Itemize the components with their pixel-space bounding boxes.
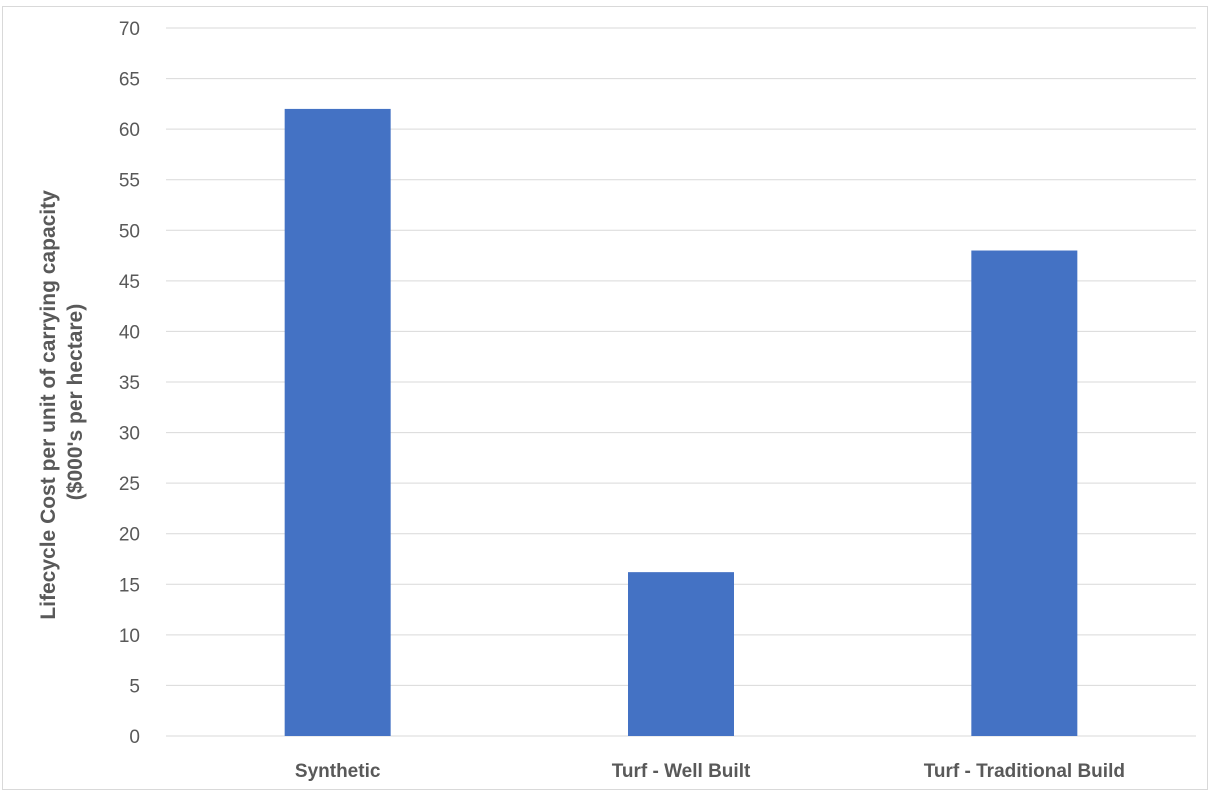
- y-axis-label: Lifecycle Cost per unit of carrying capa…: [37, 184, 87, 619]
- bar: [971, 250, 1078, 736]
- y-axis-label-line-2: ($000's per hectare): [64, 304, 87, 500]
- x-category-label: Turf - Traditional Build: [924, 761, 1125, 782]
- x-category-label: Synthetic: [295, 761, 381, 782]
- y-tick-label: 35: [119, 373, 140, 394]
- bars: [284, 108, 1078, 736]
- y-tick-label: 30: [119, 424, 140, 445]
- y-tick-label: 5: [129, 676, 140, 697]
- y-tick-label: 45: [119, 272, 140, 293]
- y-tick-label: 0: [129, 727, 140, 748]
- y-tick-label: 25: [119, 474, 140, 495]
- y-tick-label: 50: [119, 221, 140, 242]
- y-axis-label-line-1: Lifecycle Cost per unit of carrying capa…: [37, 190, 60, 620]
- y-tick-label: 70: [119, 19, 140, 40]
- x-category-label: Turf - Well Built: [612, 761, 751, 782]
- y-tick-label: 65: [119, 70, 140, 91]
- y-tick-label: 15: [119, 575, 140, 596]
- bar: [628, 572, 734, 736]
- y-axis-ticks: 0 5 10 15 20 25 30 35 40 45 50 55 60 65 70: [119, 19, 140, 748]
- y-tick-label: 10: [119, 626, 140, 647]
- y-tick-label: 60: [119, 120, 140, 141]
- bar: [284, 108, 391, 736]
- x-axis-labels: Synthetic Turf - Well Built Turf - Traditi…: [295, 761, 1125, 782]
- y-tick-label: 20: [119, 525, 140, 546]
- y-tick-label: 40: [119, 322, 140, 343]
- y-tick-label: 55: [119, 171, 140, 192]
